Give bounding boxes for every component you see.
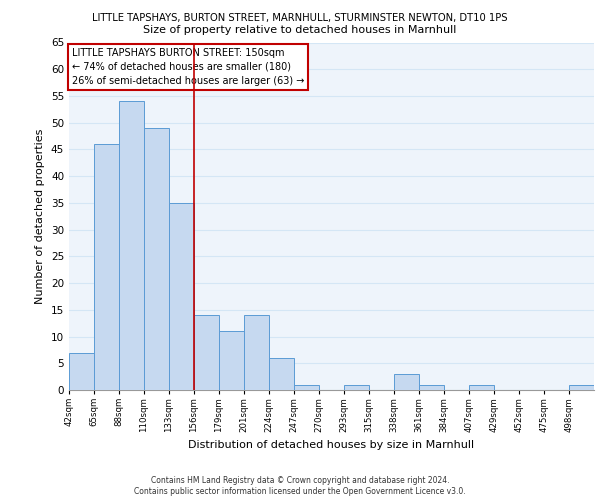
Text: Contains public sector information licensed under the Open Government Licence v3: Contains public sector information licen… [134, 487, 466, 496]
Bar [469, 384, 494, 390]
Bar [144, 128, 169, 390]
Bar [119, 102, 144, 390]
Text: LITTLE TAPSHAYS, BURTON STREET, MARNHULL, STURMINSTER NEWTON, DT10 1PS: LITTLE TAPSHAYS, BURTON STREET, MARNHULL… [92, 12, 508, 22]
Bar [419, 384, 444, 390]
Text: Size of property relative to detached houses in Marnhull: Size of property relative to detached ho… [143, 25, 457, 35]
Bar [94, 144, 119, 390]
Bar [69, 352, 94, 390]
Bar [194, 315, 219, 390]
Bar [169, 203, 194, 390]
Y-axis label: Number of detached properties: Number of detached properties [35, 128, 46, 304]
Bar [569, 384, 594, 390]
Bar [294, 384, 319, 390]
Bar [269, 358, 294, 390]
Bar [394, 374, 419, 390]
Bar [219, 331, 244, 390]
Bar [244, 315, 269, 390]
Text: Contains HM Land Registry data © Crown copyright and database right 2024.: Contains HM Land Registry data © Crown c… [151, 476, 449, 485]
X-axis label: Distribution of detached houses by size in Marnhull: Distribution of detached houses by size … [188, 440, 475, 450]
Text: LITTLE TAPSHAYS BURTON STREET: 150sqm
← 74% of detached houses are smaller (180): LITTLE TAPSHAYS BURTON STREET: 150sqm ← … [71, 48, 304, 86]
Bar [344, 384, 369, 390]
